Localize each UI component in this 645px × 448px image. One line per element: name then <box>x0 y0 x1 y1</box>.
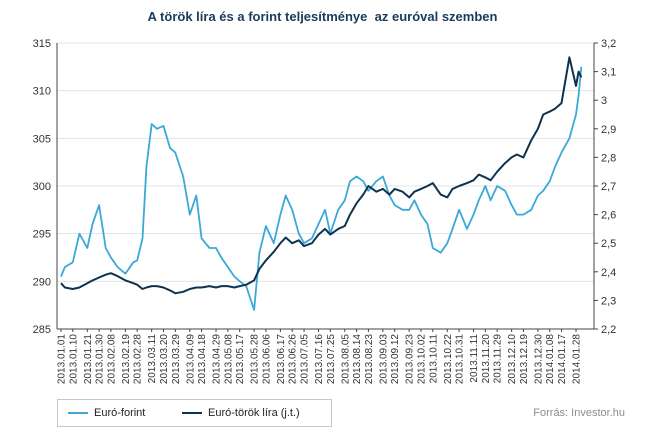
y-right-tick-label: 2,3 <box>601 295 616 307</box>
x-tick-label: 2013.07.16 <box>314 334 325 384</box>
y-left-tick-label: 290 <box>33 276 51 288</box>
x-tick-label: 2013.03.20 <box>159 334 170 384</box>
y-right-tick-label: 2,4 <box>601 267 616 279</box>
x-tick-label: 2013.10.31 <box>455 334 466 384</box>
legend-swatch-forint <box>68 412 88 415</box>
x-tick-label: 2013.02.08 <box>106 334 117 384</box>
x-tick-label: 2013.12.19 <box>519 334 530 384</box>
legend-item-lira: Euró-török líra (j.t.) <box>182 407 300 419</box>
legend-label-forint: Euró-forint <box>94 407 146 419</box>
x-axis: 2013.01.01 2013.01.10 2013.01.21 2013.01.30… <box>57 329 583 384</box>
x-tick-label: 2013.04.18 <box>197 334 208 384</box>
x-tick-label: 2013.05.08 <box>223 334 234 384</box>
series-lines <box>60 56 583 311</box>
x-tick-label: 2013.05.17 <box>235 334 246 384</box>
x-tick-label: 2013.12.10 <box>507 334 518 384</box>
x-tick-label: 2013.01.10 <box>68 334 79 384</box>
x-tick-label: 2013.01.30 <box>95 334 106 384</box>
x-tick-label: 2013.11.29 <box>493 334 504 384</box>
x-tick-label: 2013.09.03 <box>378 334 389 384</box>
x-tick-label: 2013.10.02 <box>417 334 428 384</box>
chart-title: A török líra és a forint teljesítménye a… <box>147 9 498 24</box>
x-tick-label: 2013.02.19 <box>121 334 132 384</box>
x-tick-label: 2013.11.20 <box>481 334 492 384</box>
y-right-tick-label: 2,6 <box>601 210 616 222</box>
x-tick-label: 2013.08.23 <box>364 334 375 384</box>
x-tick-label: 2013.10.11 <box>428 334 439 384</box>
x-tick-label: 2013.06.06 <box>261 334 272 384</box>
x-tick-label: 2013.08.05 <box>340 334 351 384</box>
x-tick-label: 2014.01.28 <box>572 334 583 384</box>
x-tick-label: 2013.02.28 <box>133 334 144 384</box>
y-left-tick-label: 305 <box>33 133 51 145</box>
x-tick-label: 2014.01.08 <box>545 334 556 384</box>
x-tick-label: 2014.01.17 <box>557 334 568 384</box>
x-tick-label: 2013.08.14 <box>352 334 363 384</box>
x-tick-label: 2013.05.28 <box>250 334 261 384</box>
legend: Euró-forint Euró-török líra (j.t.) <box>57 399 332 427</box>
x-tick-label: 2013.06.26 <box>288 334 299 384</box>
x-tick-label: 2013.04.09 <box>185 334 196 384</box>
y-axis-right: 2,2 2,3 2,4 2,5 2,6 2,7 2,8 2,9 3 3,1 3,2 <box>594 38 616 336</box>
y-left-tick-label: 310 <box>33 86 51 98</box>
y-right-tick-label: 2,2 <box>601 324 616 336</box>
y-left-tick-label: 300 <box>33 181 51 193</box>
legend-item-forint: Euró-forint <box>68 407 145 419</box>
y-right-tick-label: 2,5 <box>601 238 616 250</box>
legend-swatch-lira <box>182 412 202 415</box>
x-tick-label: 2013.12.30 <box>533 334 544 384</box>
x-tick-label: 2013.07.05 <box>300 334 311 384</box>
y-left-tick-label: 285 <box>33 324 51 336</box>
y-right-tick-label: 2,9 <box>601 124 616 136</box>
x-tick-label: 2013.09.12 <box>390 334 401 384</box>
x-tick-label: 2013.03.11 <box>147 334 158 384</box>
y-right-tick-label: 3,2 <box>601 38 616 50</box>
x-tick-label: 2013.03.29 <box>171 334 182 384</box>
legend-label-lira: Euró-török líra (j.t.) <box>208 407 300 419</box>
y-right-tick-label: 3 <box>601 95 607 107</box>
x-tick-label: 2013.06.17 <box>276 334 287 384</box>
y-left-tick-label: 295 <box>33 229 51 241</box>
x-tick-label: 2013.10.22 <box>443 334 454 384</box>
x-tick-label: 2013.11.11 <box>469 334 480 383</box>
y-left-tick-label: 315 <box>33 38 51 50</box>
y-axis-left: 285 290 295 300 305 310 315 <box>33 38 51 336</box>
y-right-tick-label: 3,1 <box>601 67 616 79</box>
x-tick-label: 2013.07.25 <box>326 334 337 384</box>
x-tick-label: 2013.04.29 <box>212 334 223 384</box>
x-tick-label: 2013.01.01 <box>57 334 68 384</box>
x-tick-label: 2013.01.21 <box>83 334 94 384</box>
y-right-tick-label: 2,8 <box>601 152 616 164</box>
source-note: Forrás: Investor.hu <box>533 407 625 419</box>
series-line-euro-lira <box>60 56 583 295</box>
y-right-tick-label: 2,7 <box>601 181 616 193</box>
x-tick-label: 2013.09.23 <box>405 334 416 384</box>
series-line-euro-forint <box>60 66 583 311</box>
